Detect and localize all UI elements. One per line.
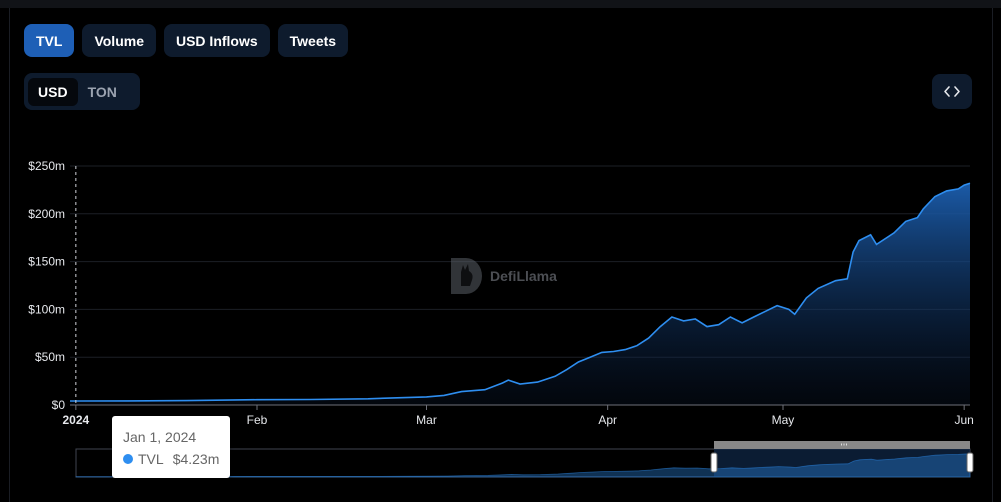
tab-tweets[interactable]: Tweets: [277, 24, 349, 57]
x-tick-label: Jun: [954, 413, 973, 427]
range-slider[interactable]: [75, 441, 974, 478]
tooltip-row: TVL $4.23m: [123, 451, 219, 467]
tooltip-date: Jan 1, 2024: [123, 429, 197, 445]
tab-volume[interactable]: Volume: [82, 24, 156, 57]
x-tick-label: Mar: [416, 413, 437, 427]
denomination-usd[interactable]: USD: [28, 77, 78, 106]
slider-handle-left[interactable]: [710, 452, 718, 473]
x-tick-label: Apr: [598, 413, 617, 427]
chart-tooltip: Jan 1, 2024 TVL $4.23m: [112, 416, 230, 478]
watermark-text: DefiLlama: [490, 268, 557, 284]
metric-tabs: TVL Volume USD Inflows Tweets: [24, 24, 349, 57]
x-tick-label: May: [772, 413, 795, 427]
code-brackets-icon: [944, 86, 960, 97]
tvl-line: [70, 182, 971, 402]
tvl-area: [70, 183, 970, 405]
watermark: DefiLlama: [448, 256, 557, 296]
tab-tvl[interactable]: TVL: [24, 24, 75, 57]
llama-logo-icon: [451, 258, 482, 294]
denomination-toggle: USD TON: [24, 73, 140, 110]
slider-mini-area: [75, 453, 971, 478]
slider-handle-right[interactable]: [966, 452, 974, 473]
slider-selection: [714, 449, 970, 477]
embed-button[interactable]: [932, 74, 972, 109]
y-tick-label: $50m: [35, 350, 65, 364]
x-axis-labels: 2024 Feb Mar Apr May Jun: [62, 405, 974, 427]
tab-usd-inflows[interactable]: USD Inflows: [163, 24, 270, 57]
y-tick-label: $150m: [28, 255, 65, 269]
tooltip-series-name: TVL: [138, 451, 164, 467]
x-tick-label: Feb: [247, 413, 268, 427]
tooltip-series-marker: [123, 454, 133, 464]
y-tick-label: $250m: [28, 159, 65, 173]
top-strip: [0, 0, 1001, 8]
y-tick-label: $0: [52, 398, 66, 412]
denomination-ton[interactable]: TON: [87, 83, 117, 100]
y-axis-labels: $0 $50m $100m $150m $200m $250m: [28, 159, 65, 412]
x-tick-label: 2024: [62, 413, 89, 427]
y-tick-label: $100m: [28, 302, 65, 316]
y-tick-label: $200m: [28, 207, 65, 221]
tooltip-value: $4.23m: [172, 451, 220, 467]
